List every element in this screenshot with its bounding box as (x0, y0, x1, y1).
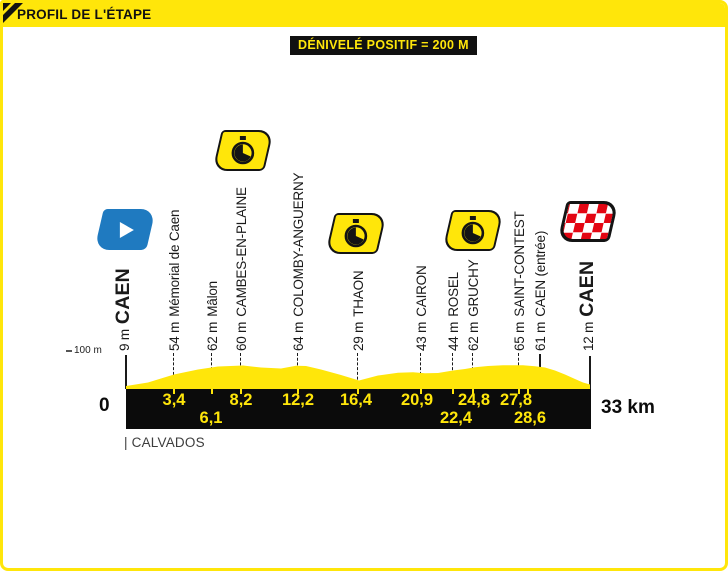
start-axis-line (124, 355, 127, 389)
stopwatch-icon (344, 218, 368, 247)
point-name: CAMBES-EN-PLAINE (234, 187, 249, 317)
elevation-gain-badge: DÉNIVELÉ POSITIF = 200 M (290, 36, 477, 55)
bar-tick (297, 389, 299, 394)
point-name: CAEN (112, 268, 134, 325)
scale-tick (66, 350, 72, 352)
km-marker: 24,8 (457, 391, 491, 409)
point-elevation: 43 m (414, 321, 429, 351)
stopwatch-icon (231, 135, 255, 164)
bar-tick (452, 389, 454, 394)
point-name: CAIRON (414, 265, 429, 317)
point-label: 62 m GRUCHY (466, 259, 481, 351)
point-elevation: 44 m (446, 321, 461, 351)
km-marker: 3,4 (162, 391, 186, 409)
point-elevation: 9 m (117, 329, 132, 351)
point-label: 60 m CAMBES-EN-PLAINE (234, 187, 249, 351)
point-label: 54 m Mémorial de Caen (167, 210, 182, 351)
point-elevation: 60 m (234, 321, 249, 351)
timer-icon (325, 213, 387, 254)
point-label: 65 m SAINT-CONTEST (512, 211, 527, 351)
point-label-start: 9 m CAEN (112, 268, 136, 351)
distance-tick-dashed (420, 353, 421, 389)
point-elevation: 65 m (512, 321, 527, 351)
km-marker: 20,9 (400, 391, 434, 409)
km-marker: 22,4 (439, 409, 473, 427)
bar-tick (518, 389, 520, 394)
point-label: 61 m CAEN (entrée) (533, 231, 548, 351)
point-elevation: 62 m (205, 321, 220, 351)
finish-axis-line (588, 356, 591, 389)
distance-bar: 3,4 6,1 8,2 12,2 16,4 20,9 22,4 24,8 27,… (126, 389, 591, 429)
bar-tick (240, 389, 242, 394)
point-name: Mâlon (205, 281, 220, 317)
point-elevation: 29 m (351, 321, 366, 351)
point-elevation: 64 m (291, 321, 306, 351)
point-label: 64 m COLOMBY-ANGUERNY (291, 173, 306, 351)
distance-tick-dashed (173, 353, 174, 389)
point-name: ROSEL (446, 272, 461, 317)
bar-tick (527, 389, 529, 394)
km-marker: 27,8 (499, 391, 533, 409)
point-elevation: 62 m (466, 321, 481, 351)
leader-line-vertical (539, 354, 541, 371)
point-label: 62 m Mâlon (205, 281, 220, 351)
km-marker: 28,6 (513, 409, 547, 427)
elevation-profile (126, 365, 590, 389)
corner-stripe-decoration (3, 3, 23, 23)
play-triangle-icon (119, 221, 134, 238)
point-label: 43 m CAIRON (414, 265, 429, 351)
point-name: SAINT-CONTEST (512, 211, 527, 317)
point-elevation: 12 m (581, 321, 596, 351)
region-label: | CALVADOS (124, 435, 205, 450)
point-name: Mémorial de Caen (167, 209, 182, 317)
total-distance-label: 33 km (601, 397, 655, 418)
bar-tick (211, 389, 213, 394)
point-name: CAEN (entrée) (533, 230, 548, 317)
point-name: CAEN (576, 260, 598, 317)
km-marker: 12,2 (281, 391, 315, 409)
finish-flag-icon (557, 201, 619, 242)
point-name: THAON (351, 270, 366, 317)
km-marker: 16,4 (339, 391, 373, 409)
km-marker: 6,1 (199, 409, 223, 427)
stopwatch-icon (461, 215, 485, 244)
point-label: 29 m THAON (351, 271, 366, 351)
timer-icon (442, 210, 504, 251)
bar-tick (420, 389, 422, 394)
start-flag-icon (94, 209, 156, 250)
km-marker: 8,2 (229, 391, 253, 409)
elevation-scale-label: 100 m (74, 345, 102, 356)
bar-tick (472, 389, 474, 394)
point-label: 44 m ROSEL (446, 272, 461, 351)
point-name: GRUCHY (466, 259, 481, 317)
bar-tick (173, 389, 175, 394)
point-elevation: 61 m (533, 321, 548, 351)
bar-tick (357, 389, 359, 394)
point-elevation: 54 m (167, 321, 182, 351)
point-name: COLOMBY-ANGUERNY (291, 172, 306, 317)
distance-tick-dashed (357, 353, 358, 389)
page-title: PROFIL DE L'ÉTAPE (17, 7, 152, 22)
start-km-label: 0 (99, 395, 110, 416)
header-bar: PROFIL DE L'ÉTAPE (3, 3, 725, 27)
point-label-finish: 12 m CAEN (576, 261, 600, 351)
timer-icon (212, 130, 274, 171)
